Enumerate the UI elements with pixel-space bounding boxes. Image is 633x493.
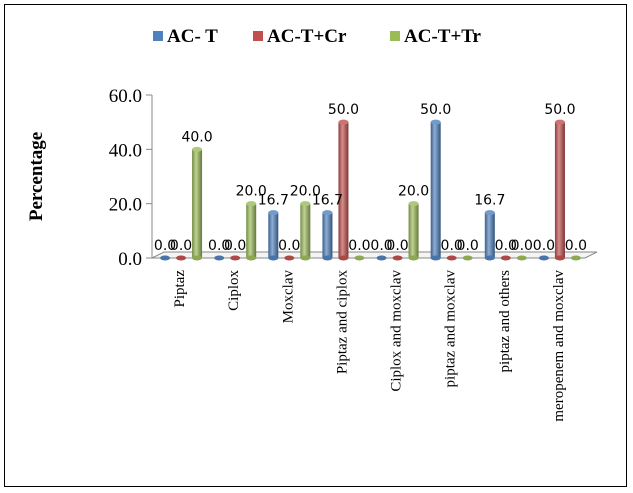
data-label-1-5: 0.0 bbox=[441, 238, 463, 254]
y-tick-label: 20.0 bbox=[109, 195, 142, 216]
y-tick-label: 40.0 bbox=[109, 140, 142, 161]
data-label-1-2: 0.0 bbox=[278, 238, 300, 254]
bar-2-3 bbox=[354, 255, 365, 261]
bar-0-0 bbox=[160, 255, 171, 261]
bar-1-6 bbox=[500, 255, 511, 261]
category-label-1: Ciplox bbox=[226, 270, 242, 311]
data-label-2-6: 0.0 bbox=[511, 238, 533, 254]
bar-2-4 bbox=[408, 201, 419, 261]
data-label-0-4: 0.0 bbox=[370, 238, 392, 254]
data-label-0-5: 50.0 bbox=[420, 102, 451, 118]
chart-frame bbox=[4, 4, 627, 487]
data-label-0-1: 0.0 bbox=[208, 238, 230, 254]
data-label-1-6: 0.0 bbox=[495, 238, 517, 254]
data-label-1-3: 50.0 bbox=[328, 102, 359, 118]
bar-1-0 bbox=[176, 255, 187, 261]
legend-swatch-0 bbox=[153, 31, 163, 41]
x-axis: Piptaz Ciplox Moxclav Piptaz and ciplox Cipl… bbox=[172, 270, 567, 422]
data-label-2-3: 0.0 bbox=[348, 238, 370, 254]
data-label-2-1: 20.0 bbox=[236, 184, 267, 200]
category-label-5: piptaz and moxclav bbox=[443, 270, 459, 388]
legend-label-2: AC-T+Tr bbox=[404, 26, 482, 47]
data-label-0-7: 0.0 bbox=[533, 238, 555, 254]
bar-1-4 bbox=[392, 255, 403, 261]
bar-0-3 bbox=[322, 210, 333, 261]
data-label-1-7: 50.0 bbox=[544, 102, 575, 118]
bar-0-6 bbox=[484, 210, 495, 261]
bar-1-2 bbox=[284, 255, 295, 261]
bar-1-7 bbox=[554, 119, 565, 261]
data-label-0-6: 16.7 bbox=[474, 193, 505, 209]
bar-0-2 bbox=[268, 210, 279, 261]
legend-swatch-1 bbox=[253, 31, 263, 41]
category-label-0: Piptaz bbox=[172, 270, 188, 308]
legend: AC- T AC-T+Cr AC-T+Tr bbox=[153, 26, 482, 47]
data-label-0-2: 16.7 bbox=[258, 193, 289, 209]
bar-0-5 bbox=[430, 119, 441, 261]
data-label-0-0: 0.0 bbox=[154, 238, 176, 254]
bar-2-2 bbox=[300, 201, 311, 261]
category-label-7: meropenem and moxclav bbox=[551, 270, 567, 422]
bar-0-1 bbox=[214, 255, 225, 261]
bar-2-7 bbox=[570, 255, 581, 261]
bar-1-1 bbox=[230, 255, 241, 261]
bar-2-0 bbox=[192, 146, 203, 261]
data-label-1-4: 0.0 bbox=[386, 238, 408, 254]
data-label-2-5: 0.0 bbox=[457, 238, 479, 254]
data-label-1-0: 0.0 bbox=[170, 238, 192, 254]
data-label-2-2: 20.0 bbox=[290, 184, 321, 200]
bar-2-1 bbox=[246, 201, 257, 261]
data-label-2-0: 40.0 bbox=[181, 129, 212, 145]
bar-2-6 bbox=[516, 255, 527, 261]
bars bbox=[160, 119, 581, 261]
bar-1-5 bbox=[446, 255, 457, 261]
legend-label-1: AC-T+Cr bbox=[267, 26, 347, 47]
category-label-2: Moxclav bbox=[280, 270, 296, 324]
category-label-4: Ciplox and moxclav bbox=[389, 270, 405, 392]
bar-0-7 bbox=[538, 255, 549, 261]
bar-1-3 bbox=[338, 119, 349, 261]
y-axis-title: Percentage bbox=[26, 132, 47, 221]
y-tick-label: 0.0 bbox=[118, 249, 142, 270]
y-axis: 0.0 20.0 40.0 60.0 bbox=[109, 86, 153, 270]
legend-label-0: AC- T bbox=[167, 26, 218, 47]
data-label-2-4: 20.0 bbox=[398, 184, 429, 200]
data-labels: 0.00.040.00.00.020.016.70.020.016.750.00… bbox=[154, 102, 587, 254]
y-tick-label: 60.0 bbox=[109, 86, 142, 107]
category-label-6: piptaz and others bbox=[497, 270, 513, 373]
legend-swatch-2 bbox=[390, 31, 400, 41]
data-label-0-3: 16.7 bbox=[312, 193, 343, 209]
category-label-3: Piptaz and ciplox bbox=[334, 270, 350, 375]
data-label-2-7: 0.0 bbox=[565, 238, 587, 254]
bar-2-5 bbox=[462, 255, 473, 261]
bar-0-4 bbox=[376, 255, 387, 261]
data-label-1-1: 0.0 bbox=[224, 238, 246, 254]
